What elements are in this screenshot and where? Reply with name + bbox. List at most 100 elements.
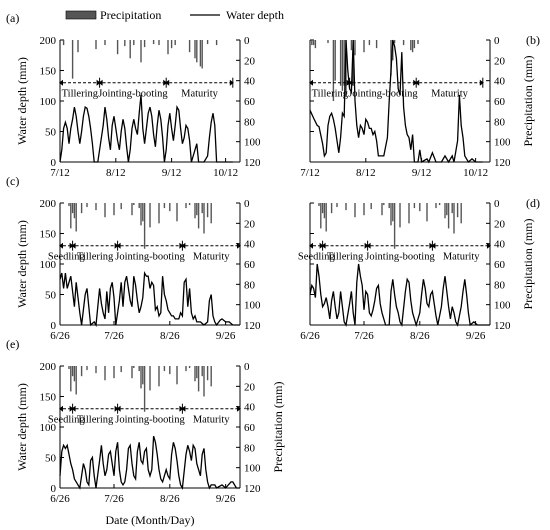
precip-bar — [80, 366, 83, 377]
right-tick-label: 40 — [244, 76, 256, 88]
stage-label: Tillering — [77, 252, 114, 263]
precip-bar — [410, 40, 412, 51]
precip-bar — [116, 40, 119, 55]
right-tick-label: 100 — [494, 137, 511, 149]
right-tick-label: 120 — [244, 483, 261, 495]
left-tick-label: 0 — [51, 483, 57, 495]
precip-bar — [426, 203, 428, 222]
precip-bar — [363, 40, 365, 53]
right-tick-label: 80 — [244, 116, 256, 128]
precip-bar — [95, 366, 97, 374]
precip-bar — [120, 203, 122, 210]
precip-bar — [140, 40, 142, 63]
precip-bar — [413, 203, 416, 209]
stage-label: Maturity — [181, 89, 218, 100]
precip-bar — [95, 203, 97, 211]
right-tick-label: 80 — [244, 442, 256, 454]
y-right-title: Precipitation (mm) — [271, 382, 285, 473]
precip-bar — [354, 203, 356, 218]
precip-bar — [438, 203, 441, 206]
left-tick-label: 50 — [45, 453, 57, 465]
precip-bar — [215, 40, 218, 46]
precip-bar — [73, 203, 76, 219]
stage-arrow-head — [116, 405, 121, 412]
water-depth-line — [309, 263, 490, 328]
x-tick-label: 9/26 — [466, 330, 486, 342]
left-tick-label: 200 — [40, 361, 57, 373]
precip-bar — [152, 40, 155, 45]
precip-bar — [318, 203, 320, 207]
precip-bar — [383, 203, 385, 206]
stage-arrow-head — [71, 242, 76, 249]
left-tick-label: 100 — [40, 422, 57, 434]
x-tick-label: 10/12 — [213, 167, 238, 179]
legend-precip-swatch — [65, 10, 97, 20]
x-tick-label: 10/12 — [463, 167, 488, 179]
precip-bar — [194, 40, 196, 59]
precip-bar — [343, 40, 345, 86]
precip-bar — [390, 40, 392, 76]
water-depth-line — [59, 94, 233, 163]
precip-bar — [176, 203, 178, 222]
precip-bar — [327, 40, 329, 44]
stage-arrow-head — [229, 79, 234, 86]
left-tick-label: 100 — [40, 96, 57, 108]
precip-bar — [417, 40, 419, 45]
precip-bar — [95, 40, 97, 50]
stage-arrow-head — [366, 242, 371, 249]
precip-bar — [413, 40, 416, 49]
precip-bar — [129, 40, 131, 59]
x-tick-label: 9/12 — [412, 167, 432, 179]
precip-bar — [131, 366, 133, 379]
precip-bar — [196, 40, 198, 63]
x-axis-title: Date (Month/Day) — [106, 513, 195, 527]
left-tick-label: 100 — [40, 259, 57, 271]
precip-bar — [194, 203, 196, 219]
precip-bar — [341, 40, 344, 91]
precip-bar — [176, 366, 178, 385]
precip-bar — [104, 40, 106, 46]
precip-bar — [332, 40, 335, 101]
stage-arrow-head — [116, 242, 121, 249]
stage-arrow-head — [98, 79, 103, 86]
precip-bar — [390, 203, 392, 226]
precip-bar — [392, 203, 394, 222]
precip-bar — [325, 203, 327, 232]
legend-precip-label: Precipitation — [100, 8, 161, 22]
precip-bar — [133, 40, 135, 46]
right-tick-label: 20 — [244, 381, 256, 393]
stage-label: Seedling — [298, 252, 335, 263]
x-tick-label: 8/26 — [160, 330, 180, 342]
precip-bar — [185, 366, 187, 372]
left-tick-label: 200 — [40, 198, 57, 210]
precip-bar — [140, 366, 142, 389]
left-tick-label: 150 — [40, 66, 57, 78]
precip-bar — [345, 203, 347, 211]
precip-bar — [456, 203, 459, 218]
precip-bar — [419, 203, 421, 212]
precip-bar — [206, 40, 209, 45]
stage-arrow-head — [71, 405, 76, 412]
precip-bar — [77, 40, 79, 53]
precip-bar — [113, 366, 115, 379]
precip-bar — [142, 366, 144, 385]
precip-bar — [197, 366, 200, 392]
precip-bar — [133, 203, 135, 206]
precip-bar — [104, 366, 106, 381]
stage-arrow-head — [181, 242, 186, 249]
precip-bar — [323, 203, 326, 219]
precip-bar — [167, 40, 169, 55]
stage-label: Maturity — [443, 252, 480, 263]
panel-d: 0 20 40 60 80 100 120 6/26 7/26 8/26 9/26 SeedlingT… — [298, 196, 540, 342]
precip-bar — [163, 366, 166, 372]
right-tick-label: 20 — [244, 55, 256, 67]
precip-bar — [199, 40, 202, 67]
stage-arrow-head — [237, 405, 241, 412]
precip-bar — [336, 203, 338, 208]
precip-bar — [446, 203, 448, 216]
right-tick-label: 80 — [494, 116, 506, 128]
stage-label: Maturity — [193, 415, 230, 426]
precip-bar — [350, 40, 353, 51]
precip-bar — [201, 40, 203, 69]
precip-bar — [86, 366, 88, 371]
